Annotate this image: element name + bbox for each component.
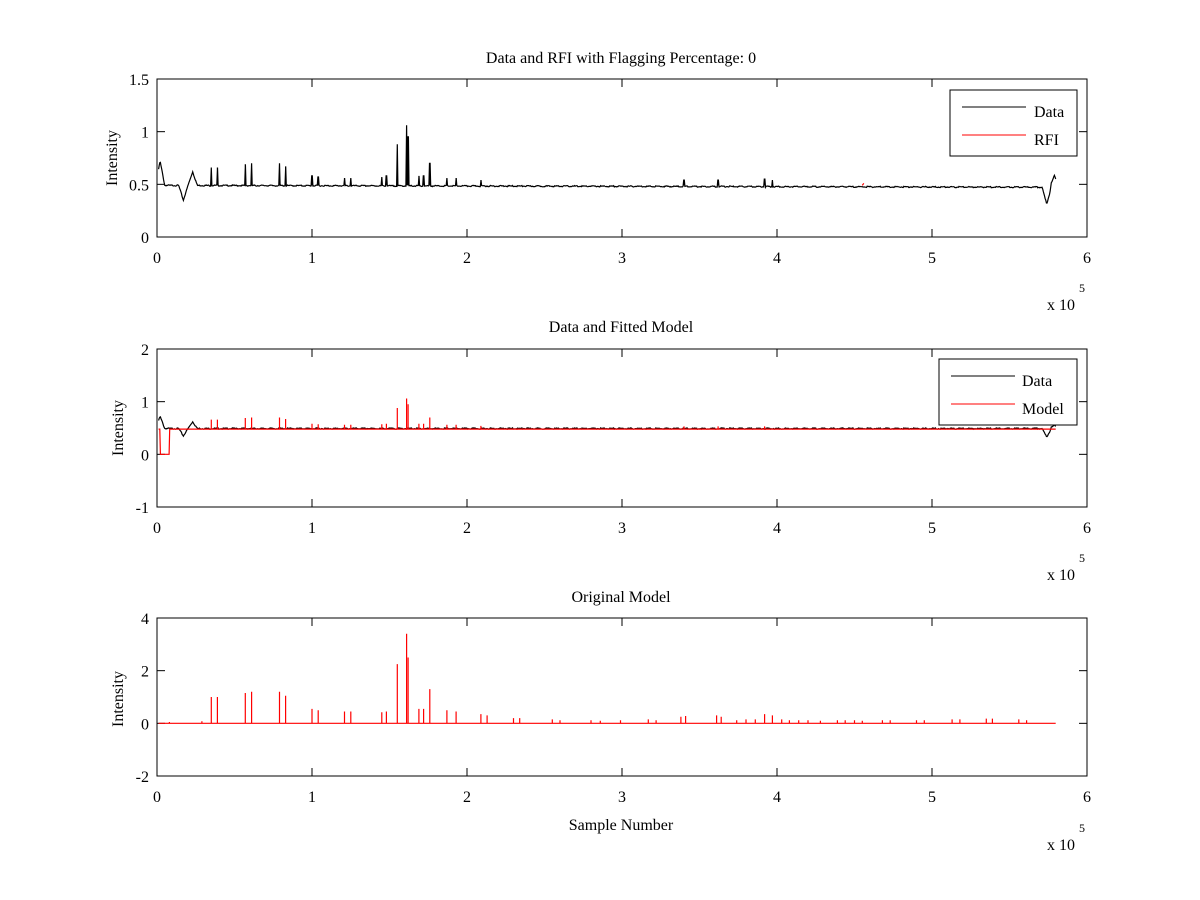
x-tick-label: 0 [153,250,161,267]
y-tick-label: 1 [141,125,149,142]
x-tick-label: 4 [773,789,781,806]
x-tick-label: 3 [618,250,626,267]
subplot-2-x-exponent-label: x 10 [1047,567,1075,584]
x-tick-label: 2 [463,789,471,806]
subplot-1-x-exponent-label: x 10 [1047,297,1075,314]
x-tick-label: 2 [463,520,471,537]
series-line-model [158,633,1056,724]
x-tick-label: 6 [1083,250,1091,267]
x-tick-label: 5 [928,520,936,537]
subplot-1: Data and RFI with Flagging Percentage: 0… [104,50,1091,314]
legend-label-data: Data [1034,104,1064,121]
y-tick-label: -1 [136,500,149,517]
x-tick-label: 0 [153,789,161,806]
subplot-3-x-exponent-label: x 10 [1047,837,1075,854]
subplot-2-title: Data and Fitted Model [549,319,694,336]
x-tick-label: 5 [928,789,936,806]
y-tick-label: 2 [141,342,149,359]
subplot-2-ylabel: Intensity [110,400,127,456]
x-tick-label: 6 [1083,520,1091,537]
subplot-2: Data and Fitted Model Intensity 0 1 2 3 4 5 6 -… [110,319,1091,584]
subplot-1-plot-area: 0 1 2 3 4 5 6 0 0.5 1 1.5 [129,72,1091,267]
subplot-2-legend: Data Model [938,358,1078,426]
x-tick-label: 3 [618,789,626,806]
subplot-3-xlabel: Sample Number [569,817,674,834]
x-tick-label: 4 [773,250,781,267]
y-tick-label: 4 [141,611,149,628]
x-tick-label: 1 [308,250,316,267]
legend-label-rfi: RFI [1034,132,1059,149]
y-tick-label: 1.5 [129,72,149,89]
y-tick-label: -2 [136,769,149,786]
y-tick-label: 0 [141,716,149,733]
subplot-3-title: Original Model [571,589,671,606]
series-line-model [158,398,1056,455]
subplot-1-x-exponent: 5 [1079,281,1085,295]
x-tick-label: 2 [463,250,471,267]
x-tick-label: 1 [308,520,316,537]
legend-label-data: Data [1022,373,1052,390]
subplot-3-ylabel: Intensity [110,671,127,727]
y-tick-label: 0 [141,447,149,464]
subplot-1-title: Data and RFI with Flagging Percentage: 0 [486,50,756,67]
y-tick-label: 2 [141,664,149,681]
subplot-1-ylabel: Intensity [104,130,121,186]
series-line-data [158,125,1057,204]
x-tick-label: 5 [928,250,936,267]
subplot-3-x-exponent: 5 [1079,821,1085,835]
series-line-rfi [861,182,865,186]
x-tick-label: 3 [618,520,626,537]
x-tick-label: 0 [153,520,161,537]
subplot-2-x-exponent: 5 [1079,551,1085,565]
x-tick-label: 6 [1083,789,1091,806]
y-tick-label: 0 [141,230,149,247]
x-tick-label: 4 [773,520,781,537]
legend-box [938,358,1078,426]
y-tick-label: 0.5 [129,177,149,194]
y-tick-label: 1 [141,395,149,412]
legend-label-model: Model [1022,401,1064,418]
legend-box [949,89,1078,157]
x-tick-label: 1 [308,789,316,806]
subplot-1-legend: Data RFI [949,89,1078,157]
